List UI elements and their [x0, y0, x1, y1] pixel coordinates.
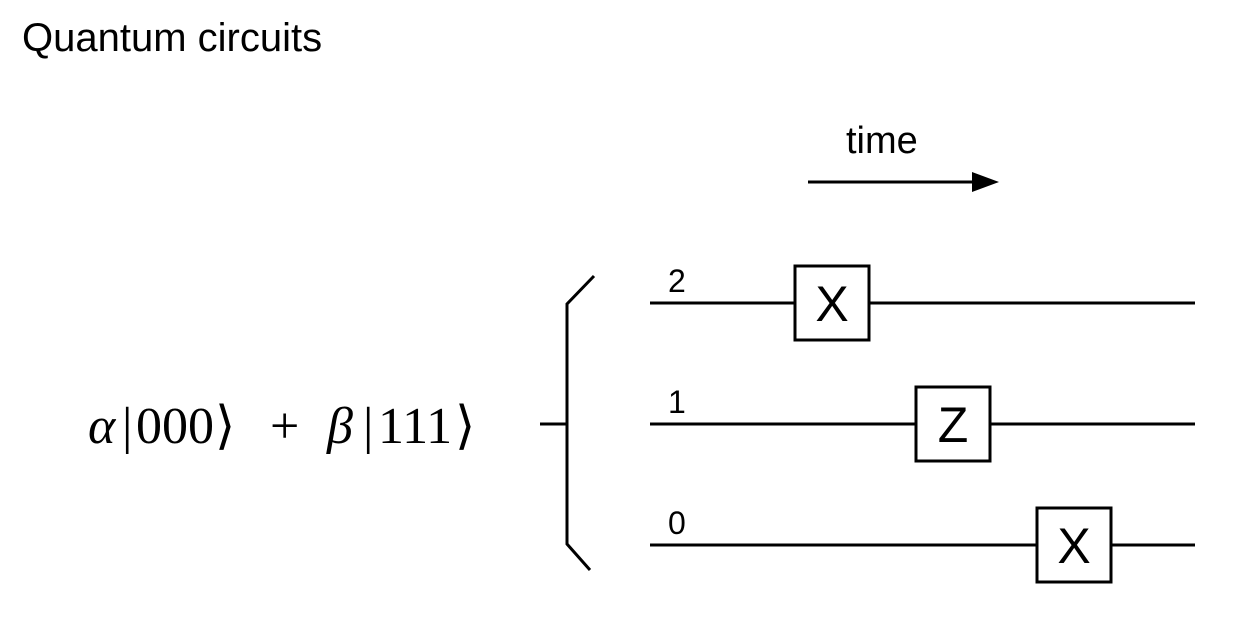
qubit-brace	[540, 274, 596, 571]
gate-x-wire-0	[1035, 506, 1113, 584]
gate-x-wire-2	[793, 264, 871, 342]
wire-0: 0 X	[650, 505, 1195, 584]
time-arrow-head	[972, 172, 999, 192]
ket-111-digits: 111	[378, 398, 452, 455]
state-expression: α | 000 ⟩ + β | 111 ⟩	[88, 398, 475, 455]
plus-symbol: +	[270, 398, 299, 455]
gate-x-wire-2-label: X	[815, 276, 848, 332]
gate-z-wire-1	[914, 385, 992, 463]
time-arrow	[808, 172, 999, 192]
wire-0-label: 0	[668, 505, 686, 541]
wire-1-label: 1	[668, 384, 686, 420]
ket-111-right: ⟩	[455, 398, 475, 455]
wire-2-label: 2	[668, 263, 686, 299]
ket-111-left: |	[363, 398, 373, 455]
ket-000-digits: 000	[136, 398, 214, 455]
alpha-symbol: α	[88, 398, 117, 455]
gate-x-wire-0-label: X	[1057, 518, 1090, 574]
page-title: Quantum circuits	[22, 16, 323, 60]
time-label: time	[846, 120, 918, 162]
ket-000-right: ⟩	[215, 398, 235, 455]
beta-symbol: β	[326, 398, 353, 455]
wire-1: 1 Z	[650, 384, 1195, 463]
gate-z-wire-1-label: Z	[938, 397, 969, 453]
ket-000-left: |	[122, 398, 132, 455]
wire-2: 2 X	[650, 263, 1195, 342]
